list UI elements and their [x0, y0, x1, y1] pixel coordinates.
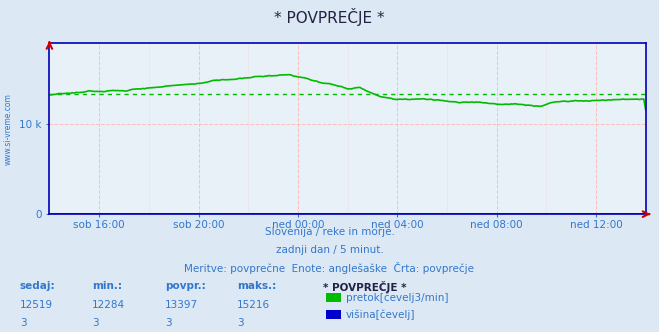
Text: 3: 3 — [237, 318, 244, 328]
Text: zadnji dan / 5 minut.: zadnji dan / 5 minut. — [275, 245, 384, 255]
Text: 15216: 15216 — [237, 300, 270, 310]
Text: * POVPREČJE *: * POVPREČJE * — [323, 281, 407, 292]
Text: www.si-vreme.com: www.si-vreme.com — [3, 94, 13, 165]
Text: pretok[čevelj3/min]: pretok[čevelj3/min] — [346, 292, 449, 303]
Text: sedaj:: sedaj: — [20, 281, 55, 290]
Text: 3: 3 — [20, 318, 26, 328]
Text: 12519: 12519 — [20, 300, 53, 310]
Text: min.:: min.: — [92, 281, 123, 290]
Text: povpr.:: povpr.: — [165, 281, 206, 290]
Text: 13397: 13397 — [165, 300, 198, 310]
Text: 3: 3 — [92, 318, 99, 328]
Text: Slovenija / reke in morje.: Slovenija / reke in morje. — [264, 227, 395, 237]
Text: 3: 3 — [165, 318, 171, 328]
Text: Meritve: povprečne  Enote: anglešaške  Črta: povprečje: Meritve: povprečne Enote: anglešaške Črt… — [185, 262, 474, 274]
Text: maks.:: maks.: — [237, 281, 277, 290]
Text: višina[čevelj]: višina[čevelj] — [346, 309, 415, 320]
Text: 12284: 12284 — [92, 300, 125, 310]
Text: * POVPREČJE *: * POVPREČJE * — [274, 8, 385, 26]
